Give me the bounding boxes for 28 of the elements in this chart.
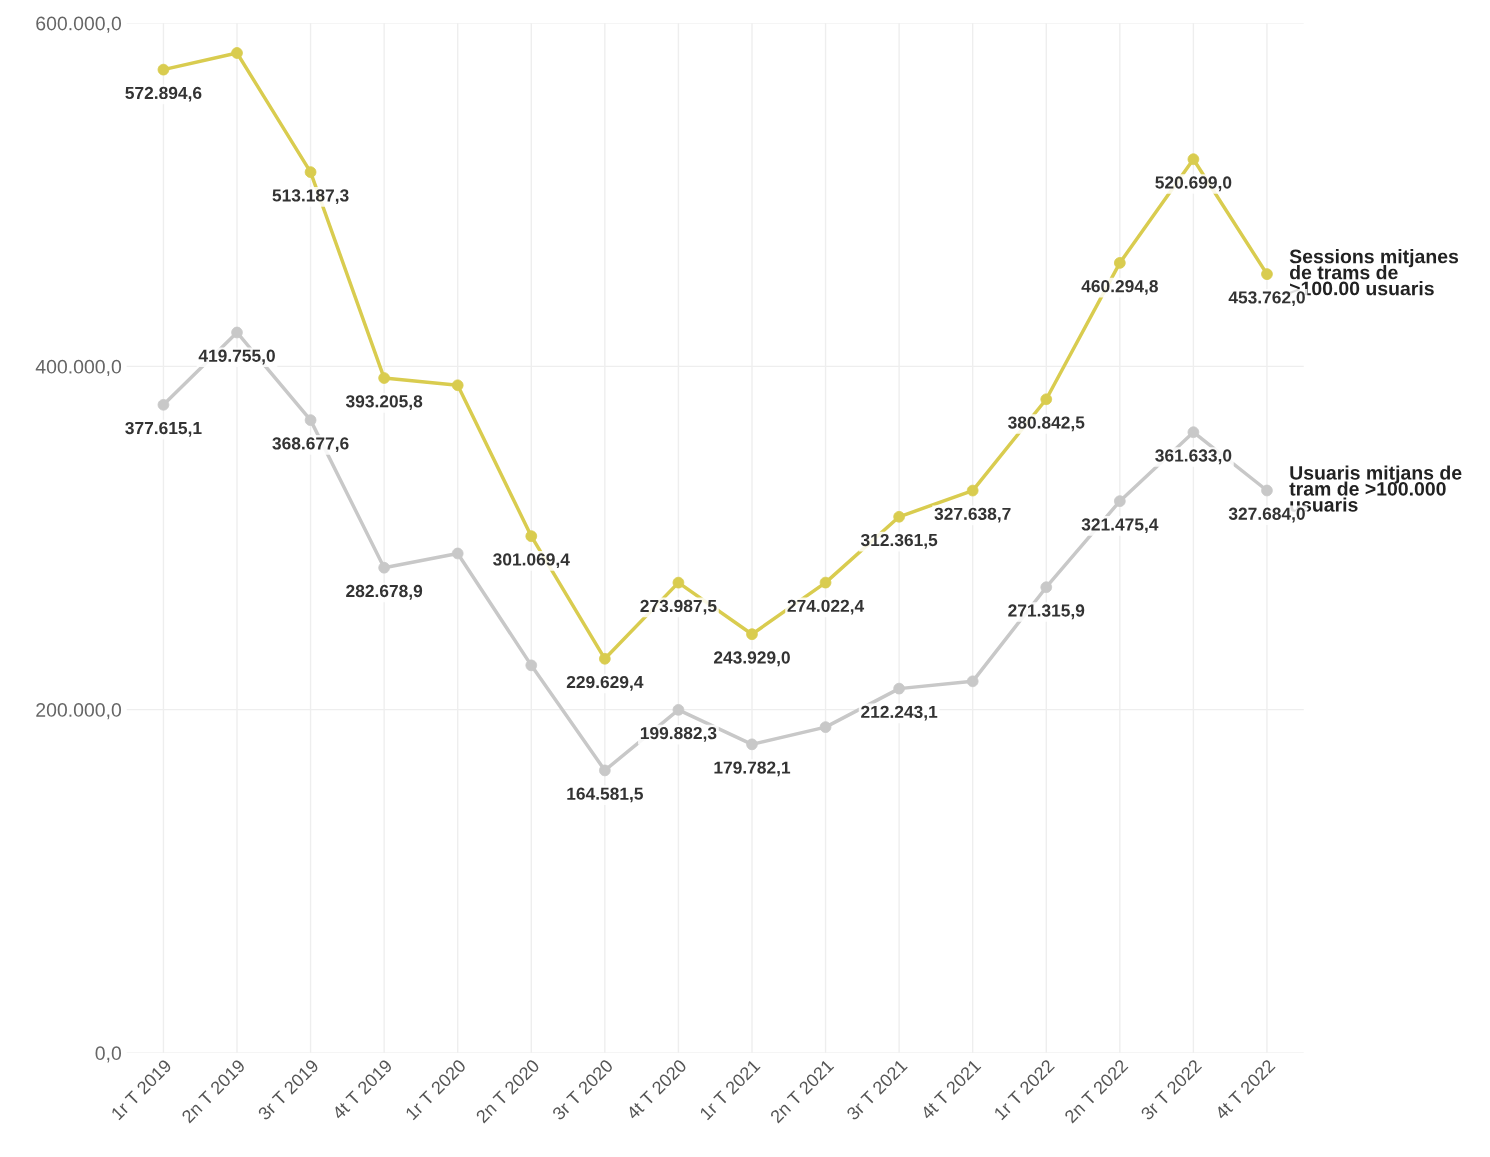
data-label: 312.361,5 [860, 533, 938, 549]
data-label: 321.475,4 [1081, 518, 1159, 534]
data-label: 361.633,0 [1155, 449, 1232, 465]
data-label: 377.615,1 [125, 421, 202, 437]
data-label: 419.755,0 [198, 349, 275, 365]
data-label: 164.581,5 [567, 787, 643, 803]
data-label: 380.842,5 [1008, 416, 1085, 432]
data-label: 393.205,8 [345, 395, 423, 410]
data-label: 368.677,6 [272, 437, 349, 453]
data-label: 301.069,4 [493, 553, 570, 569]
data-label: 212.243,1 [861, 705, 938, 721]
data-label: 274.022,4 [787, 599, 865, 615]
data-label: 271.315,9 [1008, 604, 1085, 620]
data-label: 179.782,1 [714, 761, 791, 777]
data-label: 520.699,0 [1155, 176, 1232, 192]
data-label: 327.638,7 [934, 507, 1011, 523]
data-label: 282.678,9 [346, 584, 423, 600]
y-tick-label: 600.000,0 [36, 16, 122, 33]
data-label: 572.894,6 [125, 86, 202, 102]
data-label: 243.929,0 [713, 651, 790, 667]
y-tick-label: 0,0 [95, 1046, 122, 1063]
y-tick-label: 400.000,0 [35, 359, 122, 376]
y-tick-label: 200.000,0 [36, 703, 122, 720]
data-label: 513.187,3 [272, 189, 349, 205]
data-label: 460.294,8 [1081, 280, 1158, 295]
data-label: 199.882,3 [640, 726, 717, 742]
data-label: 229.629,4 [566, 675, 644, 691]
data-label: 273.987,5 [640, 599, 717, 615]
